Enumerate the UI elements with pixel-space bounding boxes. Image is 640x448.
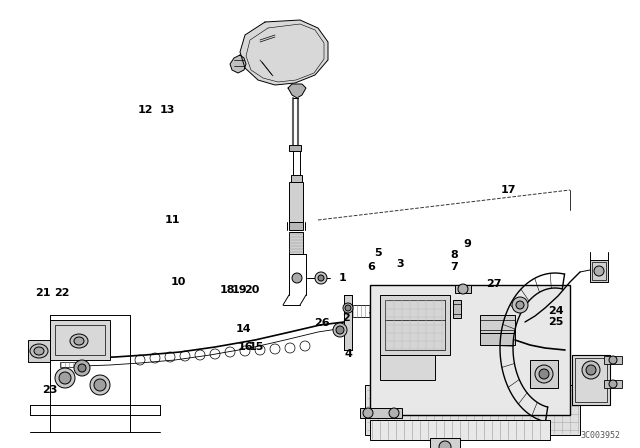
Text: 14: 14 [236, 324, 251, 334]
Circle shape [315, 272, 327, 284]
Bar [530, 360, 558, 388]
Circle shape [318, 275, 324, 281]
Bar [380, 295, 450, 355]
Circle shape [94, 379, 106, 391]
Text: 7: 7 [451, 262, 458, 271]
Bar [604, 380, 622, 388]
Text: 3: 3 [396, 259, 404, 269]
Text: 20: 20 [244, 285, 259, 295]
Text: 19: 19 [232, 285, 247, 295]
Circle shape [55, 368, 75, 388]
Text: 27: 27 [486, 280, 502, 289]
Text: 6: 6 [367, 262, 375, 271]
Text: 9: 9 [463, 239, 471, 249]
Circle shape [439, 441, 451, 448]
Text: 24: 24 [548, 306, 563, 316]
Text: 12: 12 [138, 105, 154, 115]
Bar [289, 222, 303, 230]
Circle shape [609, 380, 617, 388]
Bar [480, 315, 515, 333]
Text: 1: 1 [339, 273, 346, 283]
Bar [50, 320, 110, 360]
Polygon shape [230, 55, 246, 73]
Bar [370, 420, 550, 440]
Circle shape [594, 266, 604, 276]
Ellipse shape [30, 344, 48, 358]
Bar [352, 305, 377, 317]
Circle shape [333, 323, 347, 337]
Circle shape [343, 303, 353, 313]
Circle shape [586, 365, 596, 375]
Text: 15: 15 [248, 342, 264, 352]
Circle shape [535, 365, 553, 383]
Text: 16: 16 [237, 342, 253, 352]
Circle shape [389, 408, 399, 418]
Text: 22: 22 [54, 289, 70, 298]
Circle shape [539, 369, 549, 379]
Circle shape [458, 284, 468, 294]
Circle shape [292, 273, 302, 283]
Text: 18: 18 [220, 285, 235, 295]
Bar [592, 262, 606, 280]
Polygon shape [288, 84, 306, 98]
Circle shape [363, 408, 373, 418]
Circle shape [516, 301, 524, 309]
Circle shape [345, 305, 351, 311]
Ellipse shape [74, 337, 84, 345]
Bar [291, 175, 302, 182]
Text: 2: 2 [342, 313, 349, 323]
Bar [360, 408, 402, 418]
Ellipse shape [34, 347, 44, 355]
Text: 26: 26 [314, 318, 330, 327]
Bar [572, 355, 610, 405]
Text: 4: 4 [345, 349, 353, 359]
Bar [380, 355, 435, 380]
Bar [289, 182, 303, 222]
Bar [385, 300, 445, 350]
Circle shape [74, 360, 90, 376]
Bar [28, 340, 50, 362]
Text: 17: 17 [501, 185, 516, 195]
Bar [55, 325, 105, 355]
Bar [344, 295, 352, 350]
Text: 11: 11 [165, 215, 180, 224]
Bar [480, 333, 515, 345]
Ellipse shape [70, 334, 88, 348]
Bar [289, 232, 303, 254]
Bar [365, 385, 580, 435]
Text: 5: 5 [374, 248, 381, 258]
Bar [60, 362, 82, 367]
Circle shape [336, 326, 344, 334]
Circle shape [512, 297, 528, 313]
Circle shape [582, 361, 600, 379]
Bar [370, 285, 570, 415]
Bar [430, 438, 460, 448]
Text: 8: 8 [451, 250, 458, 260]
Circle shape [609, 356, 617, 364]
Bar [604, 356, 622, 364]
Text: 3C003952: 3C003952 [580, 431, 620, 440]
Bar [453, 300, 461, 318]
Text: 21: 21 [35, 289, 51, 298]
Bar [455, 285, 471, 293]
Circle shape [78, 364, 86, 372]
Circle shape [90, 375, 110, 395]
Text: 10: 10 [170, 277, 186, 287]
Text: 13: 13 [160, 105, 175, 115]
Bar [575, 358, 607, 402]
Polygon shape [240, 20, 328, 85]
Bar [68, 330, 90, 352]
Text: 25: 25 [548, 317, 563, 327]
Bar [289, 145, 301, 151]
Circle shape [59, 372, 71, 384]
Text: 23: 23 [42, 385, 58, 395]
Bar [590, 260, 608, 282]
